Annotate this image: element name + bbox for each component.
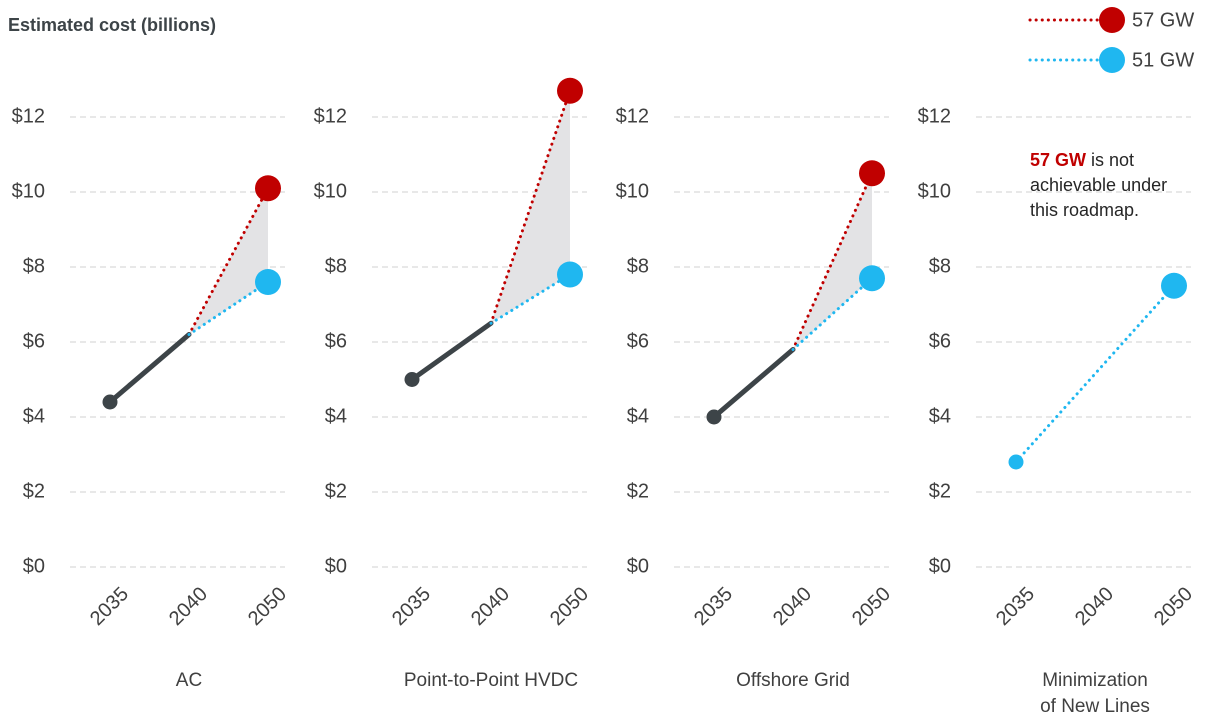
annotation-text: this roadmap. bbox=[1030, 200, 1140, 220]
y-tick-label: $12 bbox=[12, 105, 45, 127]
annotation-text: is not bbox=[1091, 150, 1135, 170]
y-tick-label: $0 bbox=[325, 555, 347, 577]
y-tick-label: $12 bbox=[918, 105, 951, 127]
panel-label: Point-to-Point HVDC bbox=[403, 670, 579, 691]
y-tick-label: $0 bbox=[627, 555, 649, 577]
y-tick-label: $10 bbox=[12, 180, 45, 202]
annotation-text: achievable under bbox=[1030, 175, 1168, 195]
series-line bbox=[409, 320, 494, 382]
series-line bbox=[187, 280, 270, 336]
point-marker bbox=[102, 394, 118, 410]
series-line bbox=[107, 332, 192, 405]
x-tick-label: 2040 bbox=[1071, 583, 1118, 630]
chart-title: Estimated cost (billions) bbox=[8, 15, 216, 35]
y-tick-label: $8 bbox=[23, 255, 45, 277]
y-tick-label: $4 bbox=[325, 405, 347, 427]
y-tick-label: $6 bbox=[929, 330, 951, 352]
series-line bbox=[791, 171, 874, 351]
point-marker bbox=[255, 269, 281, 295]
point-marker bbox=[859, 265, 885, 292]
y-tick-label: $4 bbox=[23, 405, 45, 427]
x-tick-label: 2040 bbox=[769, 583, 816, 630]
annotation-highlight: 57 GW bbox=[1030, 150, 1087, 170]
y-tick-label: $8 bbox=[627, 255, 649, 277]
y-tick-label: $8 bbox=[325, 255, 347, 277]
panel-label: Minimization of New Lines bbox=[1040, 670, 1150, 717]
series-line bbox=[489, 89, 572, 325]
y-tick-label: $2 bbox=[23, 480, 45, 502]
point-marker bbox=[1008, 454, 1024, 470]
y-tick-label: $12 bbox=[616, 105, 649, 127]
x-tick-label: 2035 bbox=[86, 583, 133, 630]
y-tick-label: $0 bbox=[23, 555, 45, 577]
point-marker bbox=[557, 261, 583, 288]
x-tick-label: 2050 bbox=[244, 583, 291, 630]
legend-label: 57 GW bbox=[1132, 9, 1194, 31]
y-tick-label: $10 bbox=[616, 180, 649, 202]
y-tick-label: $6 bbox=[325, 330, 347, 352]
y-tick-label: $0 bbox=[929, 555, 951, 577]
series-line bbox=[1014, 284, 1176, 464]
series-line bbox=[711, 347, 796, 420]
x-tick-label: 2040 bbox=[165, 583, 212, 630]
y-tick-label: $6 bbox=[627, 330, 649, 352]
x-tick-label: 2035 bbox=[690, 583, 737, 630]
annotation: 57 GW is not achievable under this roadmap… bbox=[1030, 148, 1210, 223]
legend-marker bbox=[1099, 7, 1125, 33]
point-marker bbox=[1161, 272, 1187, 299]
y-tick-label: $4 bbox=[627, 405, 649, 427]
y-tick-label: $2 bbox=[627, 480, 649, 502]
x-tick-label: 2035 bbox=[992, 583, 1039, 630]
y-tick-label: $2 bbox=[325, 480, 347, 502]
x-tick-label: 2050 bbox=[1150, 583, 1197, 630]
x-tick-label: 2050 bbox=[848, 583, 895, 630]
y-tick-label: $8 bbox=[929, 255, 951, 277]
point-marker bbox=[557, 77, 583, 104]
y-tick-label: $10 bbox=[314, 180, 347, 202]
point-marker bbox=[706, 409, 722, 425]
y-tick-label: $12 bbox=[314, 105, 347, 127]
x-tick-label: 2050 bbox=[546, 583, 593, 630]
panel-label: Offshore Grid bbox=[736, 670, 850, 691]
y-tick-label: $4 bbox=[929, 405, 951, 427]
y-tick-label: $6 bbox=[23, 330, 45, 352]
x-tick-label: 2035 bbox=[388, 583, 435, 630]
point-marker bbox=[255, 175, 281, 202]
point-marker bbox=[859, 160, 885, 187]
legend-marker bbox=[1099, 47, 1125, 73]
y-tick-label: $10 bbox=[918, 180, 951, 202]
panel-label: AC bbox=[175, 670, 203, 691]
x-tick-label: 2040 bbox=[467, 583, 514, 630]
y-tick-label: $2 bbox=[929, 480, 951, 502]
series-line bbox=[791, 276, 874, 351]
legend-label: 51 GW bbox=[1132, 49, 1194, 71]
point-marker bbox=[404, 372, 420, 387]
